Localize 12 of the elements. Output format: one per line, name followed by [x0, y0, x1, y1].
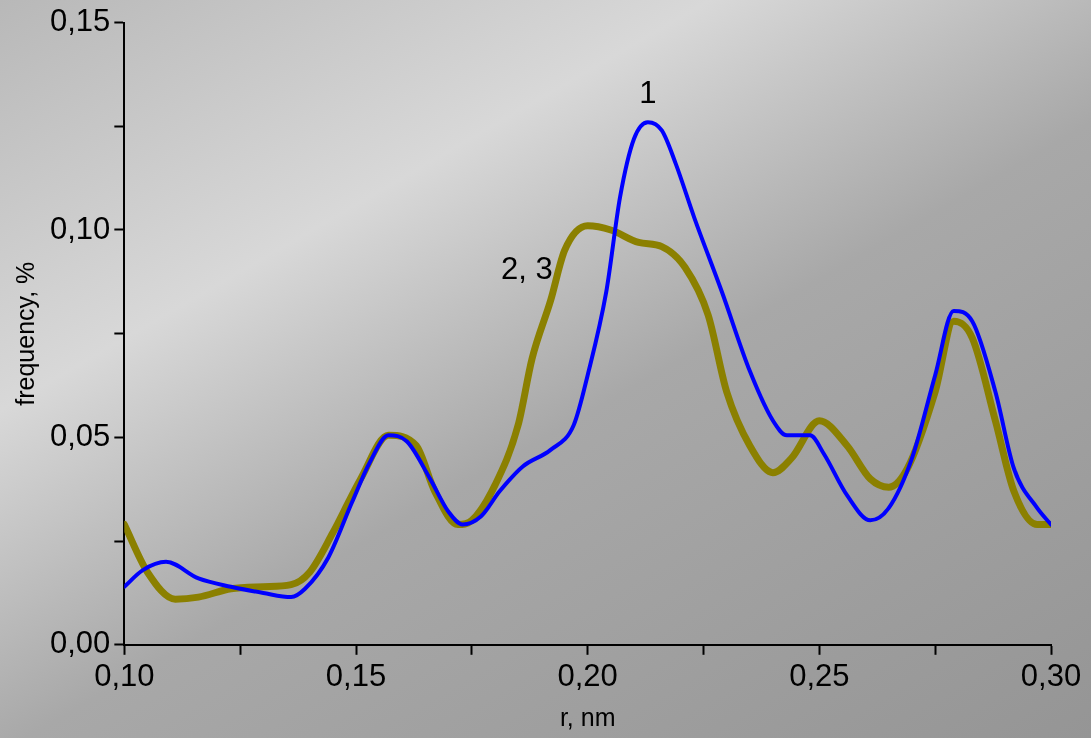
- y-tick-label: 0,10: [49, 210, 111, 246]
- series-label: 1: [639, 75, 657, 111]
- x-axis-title: r, nm: [559, 702, 616, 731]
- x-tick-label: 0,15: [325, 657, 387, 693]
- line-series: [124, 120, 1051, 600]
- x-tick-label: 0,30: [1020, 657, 1082, 693]
- x-tick-label: 0,25: [789, 657, 850, 693]
- series-label: 2, 3: [500, 251, 553, 287]
- y-tick-label: 0,05: [49, 417, 111, 453]
- y-axis-title: frequency, %: [10, 261, 39, 406]
- y-tick-label: 0,15: [49, 3, 111, 39]
- x-tick-label: 0,20: [557, 657, 618, 693]
